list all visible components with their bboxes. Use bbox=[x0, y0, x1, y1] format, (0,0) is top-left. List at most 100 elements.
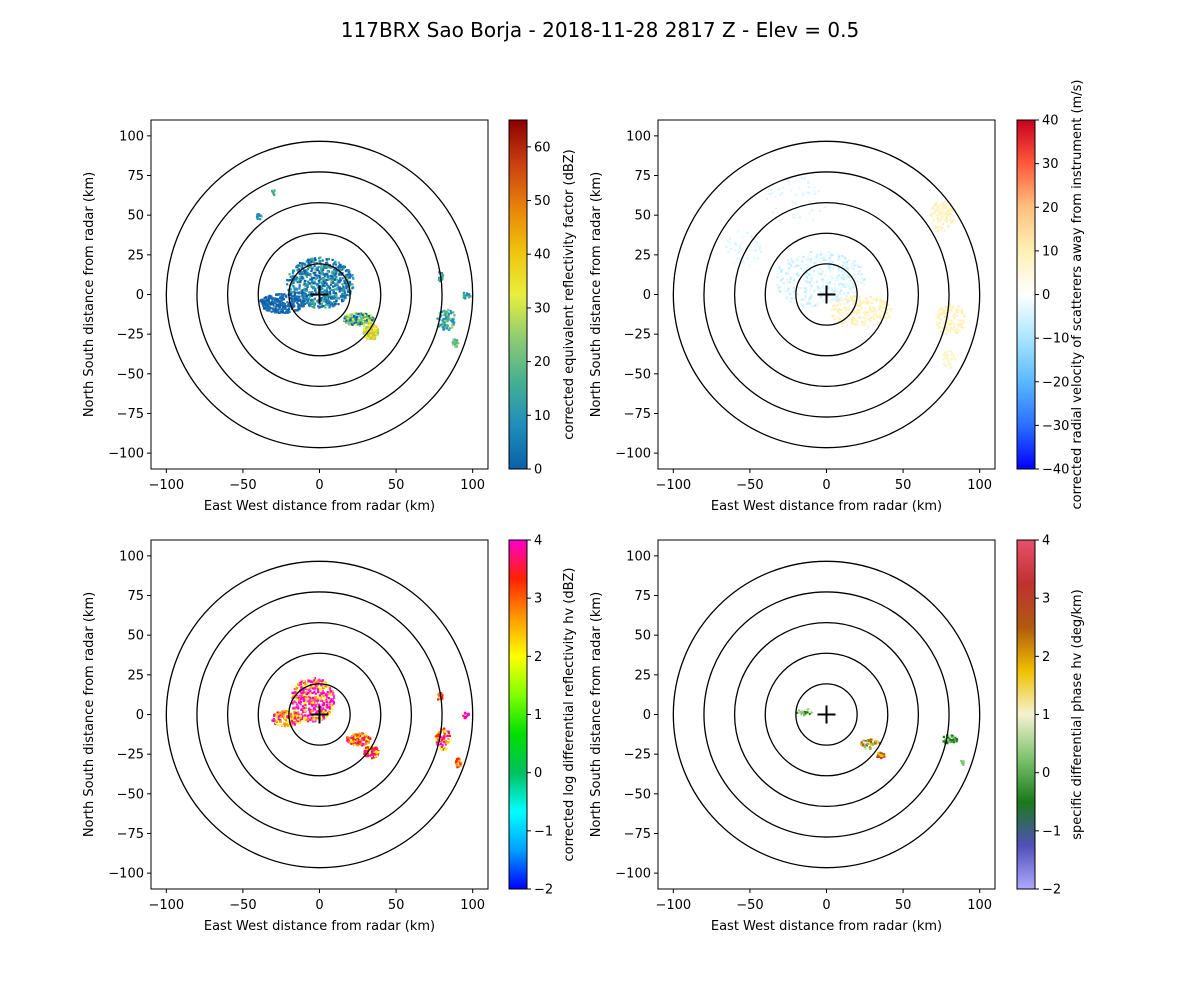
echo-pixel bbox=[319, 287, 323, 290]
echo-pixel bbox=[807, 181, 810, 184]
echo-pixel bbox=[300, 697, 303, 701]
echo-pixel bbox=[729, 242, 732, 245]
echo-pixel bbox=[297, 698, 301, 701]
echo-pixel bbox=[275, 713, 279, 717]
echo-pixel bbox=[862, 281, 865, 284]
echo-pixel bbox=[807, 186, 810, 189]
echo-pixel bbox=[314, 291, 318, 294]
echo-pixel bbox=[292, 303, 295, 306]
echo-pixel bbox=[355, 739, 359, 742]
radar-location-marker bbox=[817, 705, 836, 724]
echo-pixel bbox=[931, 207, 934, 210]
echo-pixel bbox=[258, 214, 261, 217]
echo-pixel bbox=[265, 309, 268, 312]
echo-pixel bbox=[440, 748, 443, 751]
echo-pixel bbox=[331, 281, 334, 284]
echo-pixel bbox=[936, 225, 940, 228]
echo-pixel bbox=[956, 310, 959, 313]
echo-pixel bbox=[328, 286, 332, 289]
range-ring bbox=[733, 621, 920, 808]
echo-pixel bbox=[355, 318, 358, 321]
echo-cluster bbox=[796, 708, 813, 717]
echo-pixel bbox=[334, 288, 337, 291]
echo-pixel bbox=[885, 302, 888, 305]
echo-pixel bbox=[808, 200, 811, 203]
echo-pixel bbox=[289, 717, 292, 720]
echo-pixel bbox=[954, 736, 957, 739]
echo-pixel bbox=[312, 701, 315, 704]
y-tick-label: 0 bbox=[136, 708, 144, 723]
echo-pixel bbox=[775, 207, 778, 210]
echo-pixel bbox=[311, 281, 314, 284]
echo-pixel bbox=[451, 323, 454, 326]
echo-pixel bbox=[849, 313, 852, 316]
echo-pixel bbox=[256, 217, 259, 220]
echo-pixel bbox=[845, 302, 848, 305]
echo-pixel bbox=[306, 718, 309, 721]
echo-pixel bbox=[367, 315, 370, 318]
echo-pixel bbox=[289, 287, 292, 290]
echo-pixel bbox=[447, 737, 450, 741]
echo-pixel bbox=[803, 177, 806, 180]
echo-pixel bbox=[346, 317, 349, 320]
echo-pixel bbox=[328, 710, 331, 713]
echo-pixel bbox=[872, 317, 875, 320]
echo-pixel bbox=[293, 300, 296, 303]
echo-pixel bbox=[825, 254, 828, 257]
echo-pixel bbox=[940, 211, 943, 214]
echo-pixel bbox=[957, 308, 960, 311]
echo-pixel bbox=[839, 284, 842, 287]
echo-pixel bbox=[869, 741, 873, 744]
echo-pixel bbox=[774, 195, 777, 199]
echo-pixel bbox=[798, 216, 801, 219]
echo-pixel bbox=[936, 220, 940, 223]
echo-pixel bbox=[270, 300, 273, 303]
echo-pixel bbox=[866, 299, 869, 302]
echo-pixel bbox=[939, 326, 942, 329]
echo-pixel bbox=[963, 315, 966, 318]
echo-pixel bbox=[281, 303, 284, 306]
echo-pixel bbox=[874, 742, 877, 745]
echo-pixel bbox=[870, 301, 874, 304]
echo-pixel bbox=[322, 694, 325, 697]
echo-pixel bbox=[329, 701, 332, 704]
x-tick-label: 100 bbox=[967, 898, 992, 913]
echo-pixel bbox=[839, 293, 843, 296]
echo-pixel bbox=[374, 332, 377, 335]
echo-pixel bbox=[465, 292, 469, 295]
echo-pixel bbox=[348, 316, 351, 319]
echo-pixel bbox=[280, 299, 283, 302]
echo-pixel bbox=[336, 284, 339, 287]
echo-pixel bbox=[827, 287, 830, 290]
echo-pixel bbox=[351, 274, 354, 277]
echo-cluster bbox=[725, 229, 763, 267]
echo-pixel bbox=[355, 323, 358, 326]
echo-pixel bbox=[309, 278, 312, 281]
echo-pixel bbox=[845, 283, 848, 287]
echo-pixel bbox=[807, 180, 810, 183]
echo-pixel bbox=[792, 279, 796, 282]
echo-pixel bbox=[940, 216, 943, 219]
echo-pixel bbox=[317, 694, 320, 697]
echo-pixel bbox=[853, 284, 856, 287]
y-tick-label: −100 bbox=[615, 867, 651, 882]
echo-pixel bbox=[275, 303, 278, 306]
echo-pixel bbox=[310, 702, 313, 706]
echo-pixel bbox=[318, 272, 321, 275]
echo-pixel bbox=[373, 334, 376, 337]
echo-pixel bbox=[843, 255, 846, 258]
echo-pixel bbox=[943, 363, 946, 366]
echo-pixel bbox=[746, 231, 749, 234]
echo-pixel bbox=[352, 740, 355, 743]
y-tick-label: 75 bbox=[634, 169, 651, 184]
colorbar-tick-label: −2 bbox=[1042, 883, 1061, 898]
echo-pixel bbox=[261, 302, 264, 305]
echo-pixel bbox=[328, 703, 331, 706]
echo-pixel bbox=[351, 734, 354, 738]
echo-pixel bbox=[865, 311, 868, 314]
echo-pixel bbox=[809, 293, 812, 296]
echo-pixel bbox=[300, 272, 303, 276]
echo-pixel bbox=[882, 300, 886, 303]
x-tick-label: 50 bbox=[388, 898, 405, 913]
echo-pixel bbox=[837, 311, 840, 314]
